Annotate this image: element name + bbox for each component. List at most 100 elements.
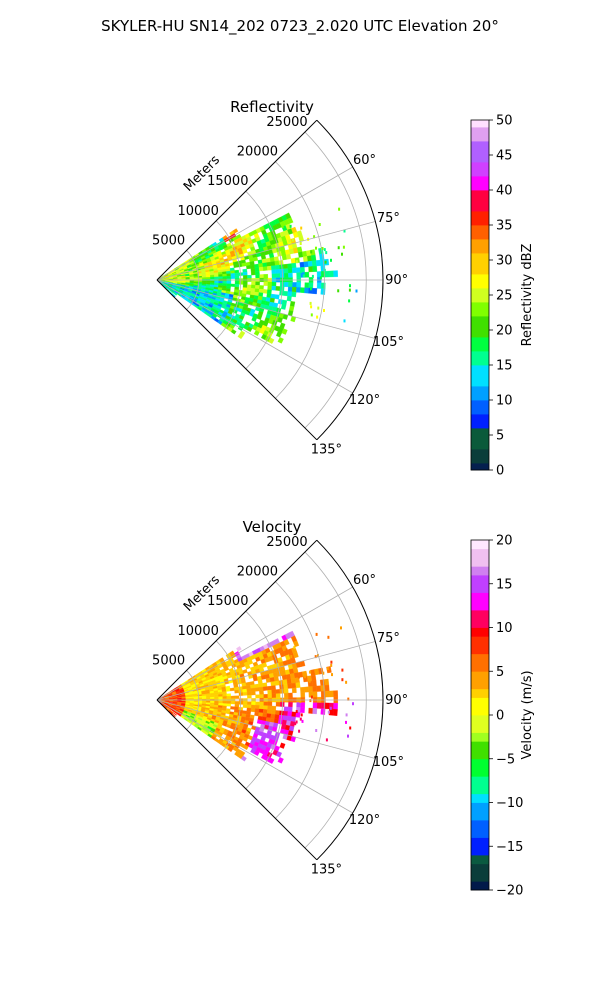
echo-gate bbox=[246, 685, 251, 690]
azimuth-gridline bbox=[156, 699, 376, 759]
azimuth-tick-label: 75° bbox=[377, 211, 400, 226]
echo-speckle bbox=[316, 315, 319, 319]
echo-gate bbox=[247, 701, 252, 706]
echo-speckle bbox=[309, 699, 312, 703]
reflectivity-range-ticks: 5000 10000 15000 20000 25000 bbox=[152, 115, 308, 248]
echo-speckle bbox=[325, 251, 328, 255]
colorbar-segment bbox=[471, 601, 489, 611]
echo-speckle bbox=[330, 258, 332, 262]
echo-gate bbox=[283, 710, 289, 717]
colorbar-segment bbox=[471, 449, 489, 457]
echo-speckle bbox=[308, 679, 311, 683]
echo-gate bbox=[222, 693, 227, 697]
echo-gate bbox=[266, 261, 272, 267]
colorbar-segment bbox=[471, 309, 489, 317]
azimuth-tick-label: 90° bbox=[385, 693, 408, 708]
echo-gate bbox=[287, 711, 293, 717]
echo-gate bbox=[226, 273, 232, 277]
echo-gate bbox=[275, 701, 281, 707]
echo-gate bbox=[222, 276, 227, 280]
echo-gate bbox=[189, 697, 195, 700]
echo-speckle bbox=[310, 313, 313, 317]
velocity-colorbar-label: Velocity (m/s) bbox=[520, 670, 535, 759]
echo-gate bbox=[316, 282, 322, 289]
colorbar-segment bbox=[471, 706, 489, 716]
echo-speckle bbox=[337, 246, 340, 250]
echo-speckle bbox=[298, 729, 301, 733]
colorbar-segment bbox=[471, 169, 489, 177]
colorbar-segment bbox=[471, 183, 489, 191]
echo-speckle bbox=[309, 301, 312, 305]
echo-gate bbox=[283, 706, 289, 712]
echo-speckle bbox=[299, 699, 302, 703]
colorbar-segment bbox=[471, 274, 489, 282]
range-tick-label: 25000 bbox=[266, 115, 307, 130]
azimuth-tick-label: 90° bbox=[385, 273, 408, 288]
reflectivity-colorbar-ticks: 0 5 10 15 20 25 30 35 40 45 50 bbox=[496, 114, 513, 479]
range-tick-label: 10000 bbox=[178, 204, 219, 219]
echo-gate bbox=[267, 705, 273, 711]
echo-speckle bbox=[349, 284, 351, 288]
echo-gate bbox=[226, 703, 232, 707]
echo-gate bbox=[246, 691, 252, 696]
echo-gate bbox=[226, 283, 232, 287]
colorbar-segment bbox=[471, 330, 489, 338]
echo-gate bbox=[329, 690, 334, 698]
echo-gate bbox=[218, 276, 223, 280]
echo-gate bbox=[288, 692, 293, 698]
colorbar-segment bbox=[471, 680, 489, 690]
azimuth-gridline bbox=[156, 641, 376, 701]
colorbar-segment bbox=[471, 846, 489, 856]
colorbar-tick-label: 35 bbox=[496, 219, 513, 234]
echo-gate bbox=[262, 709, 268, 714]
echo-gate bbox=[289, 301, 296, 307]
echo-gate bbox=[214, 696, 219, 700]
echo-gate bbox=[324, 678, 330, 686]
echo-gate bbox=[201, 697, 207, 700]
echo-speckle bbox=[348, 288, 351, 292]
colorbar-segment bbox=[471, 414, 489, 422]
colorbar-segment bbox=[471, 435, 489, 443]
figure-suptitle: SKYLER-HU SN14_202 0723_2.020 UTC Elevat… bbox=[101, 17, 499, 36]
echo-gate bbox=[266, 685, 272, 691]
echo-gate bbox=[296, 282, 301, 288]
colorbar-segment bbox=[471, 253, 489, 261]
sector-edge-left bbox=[156, 119, 318, 281]
range-tick-label: 15000 bbox=[207, 174, 248, 189]
echo-gate bbox=[226, 695, 232, 699]
velocity-panel: Velocity 5000 10000 15000 20000 25000 Me… bbox=[152, 518, 535, 899]
echo-gate bbox=[250, 264, 256, 269]
colorbar-tick-label: 0 bbox=[496, 709, 504, 724]
echo-gate bbox=[225, 710, 231, 715]
echo-speckle bbox=[295, 260, 298, 264]
colorbar-segment bbox=[471, 636, 489, 646]
echo-speckle bbox=[310, 250, 313, 254]
echo-speckle bbox=[315, 729, 318, 732]
colorbar-segment bbox=[471, 653, 489, 663]
echo-speckle bbox=[315, 632, 318, 636]
echo-gate bbox=[283, 268, 289, 274]
echo-gate bbox=[281, 328, 288, 335]
echo-gate bbox=[263, 694, 269, 699]
echo-speckle bbox=[310, 305, 313, 309]
azimuth-gridline bbox=[156, 279, 353, 394]
echo-speckle bbox=[355, 289, 358, 293]
colorbar-segment bbox=[471, 407, 489, 415]
colorbar-segment bbox=[471, 662, 489, 672]
echo-gate bbox=[243, 281, 248, 285]
colorbar-segment bbox=[471, 120, 489, 128]
echo-gate bbox=[267, 285, 273, 291]
echo-gate bbox=[291, 262, 297, 269]
echo-speckle bbox=[301, 719, 304, 723]
echo-gate bbox=[246, 704, 252, 709]
echo-gate bbox=[210, 274, 215, 278]
echo-gate bbox=[308, 266, 314, 273]
echo-gate bbox=[226, 275, 232, 279]
echo-gate bbox=[291, 291, 297, 298]
echo-speckle bbox=[326, 667, 329, 670]
echo-gate bbox=[312, 702, 318, 709]
colorbar-tick-label: −10 bbox=[496, 796, 523, 811]
echo-gate bbox=[287, 286, 293, 292]
echo-gate bbox=[275, 693, 281, 699]
reflectivity-echo-field bbox=[156, 207, 358, 344]
